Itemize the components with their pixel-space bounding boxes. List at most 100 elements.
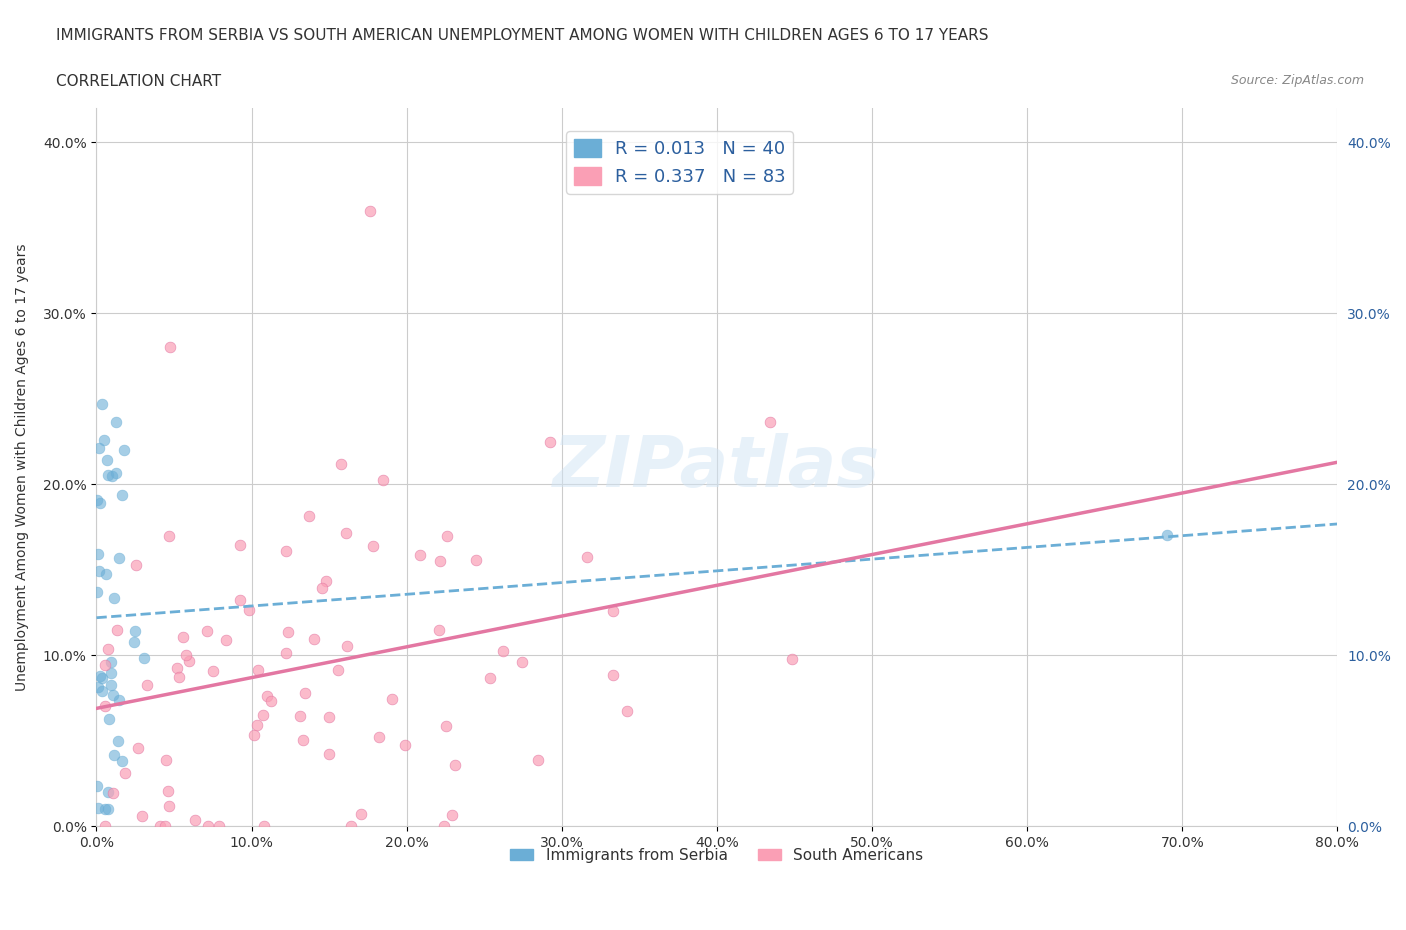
South Americans [179,654,201,669]
Immigrants from Serbia [89,441,111,456]
South Americans [276,646,298,661]
Immigrants from Serbia [122,635,145,650]
South Americans [394,737,416,752]
Immigrants from Serbia [132,651,155,666]
South Americans [427,622,450,637]
South Americans [214,632,236,647]
South Americans [252,708,274,723]
South Americans [277,624,299,639]
South Americans [492,644,515,658]
South Americans [444,758,467,773]
South Americans [94,658,117,672]
Immigrants from Serbia [103,591,125,605]
South Americans [155,752,177,767]
Immigrants from Serbia [107,692,129,707]
South Americans [297,509,319,524]
Immigrants from Serbia [97,802,120,817]
South Americans [440,807,463,822]
Immigrants from Serbia [111,754,134,769]
Immigrants from Serbia [101,688,124,703]
Immigrants from Serbia [111,488,134,503]
South Americans [576,550,599,565]
South Americans [758,415,780,430]
Immigrants from Serbia [100,666,122,681]
Text: ZIPatlas: ZIPatlas [553,432,880,501]
South Americans [315,573,337,588]
South Americans [436,528,458,543]
South Americans [371,472,394,487]
South Americans [238,603,260,618]
South Americans [359,203,381,218]
South Americans [335,525,357,540]
South Americans [328,663,350,678]
South Americans [538,434,561,449]
Legend: Immigrants from Serbia, South Americans: Immigrants from Serbia, South Americans [505,842,929,869]
South Americans [149,818,172,833]
Immigrants from Serbia [100,655,122,670]
Immigrants from Serbia [86,492,108,507]
South Americans [318,710,340,724]
South Americans [304,631,326,646]
South Americans [616,703,638,718]
Immigrants from Serbia [112,443,135,458]
South Americans [157,799,180,814]
South Americans [409,548,432,563]
South Americans [195,623,218,638]
South Americans [157,529,180,544]
South Americans [94,698,117,713]
South Americans [159,339,181,354]
Immigrants from Serbia [108,551,131,565]
Immigrants from Serbia [87,547,110,562]
Immigrants from Serbia [87,680,110,695]
South Americans [274,543,297,558]
Immigrants from Serbia [1156,528,1178,543]
Y-axis label: Unemployment Among Women with Children Ages 6 to 17 years: Unemployment Among Women with Children A… [15,244,30,691]
Immigrants from Serbia [94,566,117,581]
South Americans [318,746,340,761]
South Americans [602,604,624,618]
South Americans [197,818,219,833]
South Americans [229,538,252,552]
Immigrants from Serbia [89,496,111,511]
South Americans [339,818,361,833]
South Americans [202,664,225,679]
Text: Source: ZipAtlas.com: Source: ZipAtlas.com [1230,74,1364,87]
Immigrants from Serbia [97,468,120,483]
South Americans [336,638,359,653]
Immigrants from Serbia [86,778,108,793]
South Americans [135,677,157,692]
South Americans [464,552,486,567]
Immigrants from Serbia [93,432,115,447]
South Americans [172,630,194,644]
Immigrants from Serbia [105,415,128,430]
Immigrants from Serbia [97,711,120,726]
Text: IMMIGRANTS FROM SERBIA VS SOUTH AMERICAN UNEMPLOYMENT AMONG WOMEN WITH CHILDREN : IMMIGRANTS FROM SERBIA VS SOUTH AMERICAN… [56,28,988,43]
Immigrants from Serbia [97,785,120,800]
South Americans [243,728,266,743]
Immigrants from Serbia [107,734,129,749]
South Americans [247,662,270,677]
South Americans [97,642,120,657]
Immigrants from Serbia [101,469,124,484]
South Americans [380,692,402,707]
South Americans [166,660,188,675]
South Americans [174,648,197,663]
South Americans [127,741,149,756]
South Americans [436,719,458,734]
South Americans [125,558,148,573]
Immigrants from Serbia [124,623,146,638]
South Americans [105,623,128,638]
Immigrants from Serbia [86,585,108,600]
Immigrants from Serbia [96,452,118,467]
Immigrants from Serbia [103,748,125,763]
South Americans [153,818,176,833]
South Americans [429,553,451,568]
South Americans [288,709,311,724]
South Americans [94,818,117,833]
Immigrants from Serbia [87,564,110,578]
South Americans [294,685,316,700]
South Americans [510,654,533,669]
South Americans [114,765,136,780]
South Americans [527,752,550,767]
South Americans [101,786,124,801]
